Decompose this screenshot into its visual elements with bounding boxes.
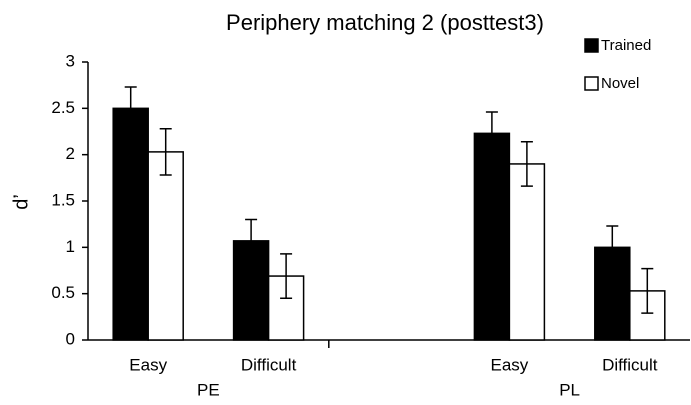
legend-label: Novel — [601, 75, 639, 92]
group-label: PL — [559, 380, 580, 399]
y-tick-label: 0.5 — [51, 283, 75, 302]
y-tick-label: 2 — [66, 144, 75, 163]
error-bar — [280, 253, 293, 300]
y-tick-label: 0 — [66, 329, 75, 348]
bar — [508, 163, 546, 341]
y-tick-label: 2.5 — [51, 98, 75, 117]
error-bar — [606, 225, 619, 270]
x-tick-label: Easy — [491, 355, 529, 374]
y-tick-label: 1.5 — [51, 190, 75, 209]
bar — [232, 240, 270, 341]
group-label: PE — [197, 380, 220, 399]
legend-label: Trained — [601, 37, 651, 54]
legend-swatch — [584, 38, 599, 53]
error-bar — [245, 218, 258, 263]
y-axis-label: d’ — [10, 194, 32, 210]
legend-swatch — [584, 76, 599, 91]
x-tick-label: Easy — [129, 355, 167, 374]
bar — [112, 107, 149, 341]
chart-title: Periphery matching 2 (posttest3) — [226, 10, 544, 35]
y-tick-label: 3 — [66, 51, 75, 70]
x-tick-label: Difficult — [241, 355, 297, 374]
bar — [147, 151, 184, 341]
error-bar — [520, 140, 533, 187]
error-bar — [159, 127, 172, 176]
bar — [473, 132, 511, 341]
y-tick-label: 1 — [66, 237, 75, 256]
error-bar — [485, 111, 498, 156]
error-bar — [124, 86, 137, 131]
x-tick-label: Difficult — [602, 355, 658, 374]
error-bar — [641, 267, 654, 314]
